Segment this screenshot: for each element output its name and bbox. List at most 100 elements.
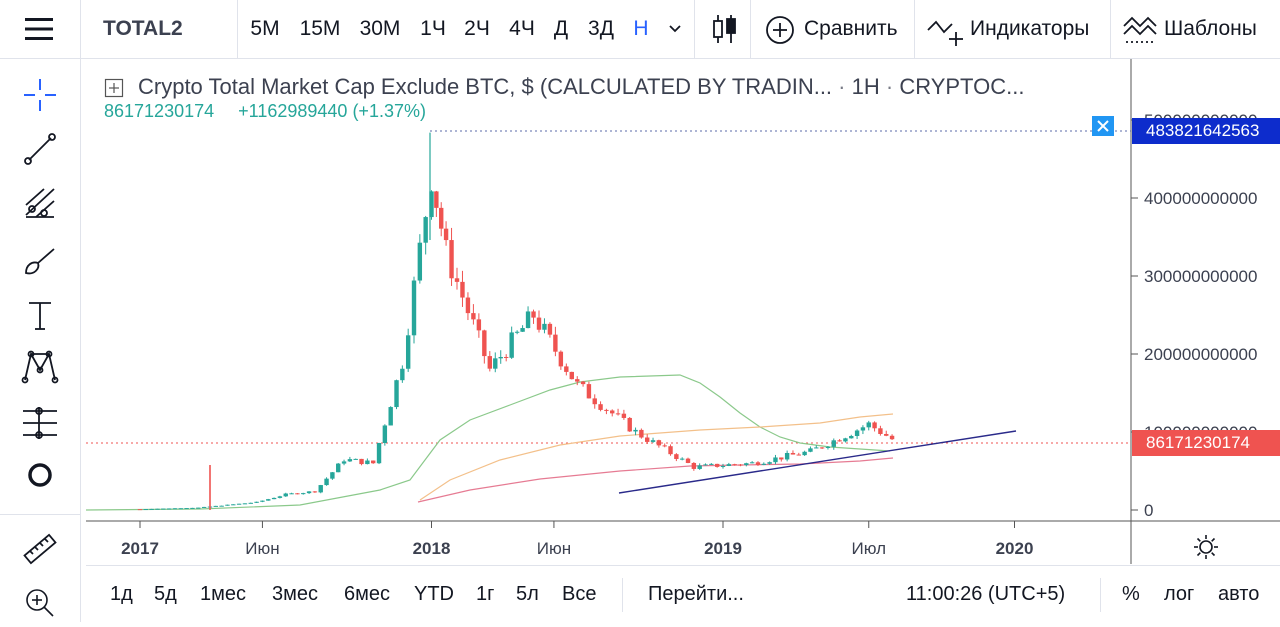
circle-shape-icon[interactable]: [16, 451, 64, 499]
legend-last-value: 86171230174: [104, 101, 215, 121]
candle-body: [854, 430, 860, 436]
chevron-down-icon[interactable]: [664, 20, 686, 38]
auto-scale-toggle[interactable]: авто: [1218, 583, 1260, 605]
candle-body: [531, 311, 536, 318]
candle-body: [443, 228, 449, 241]
candle-body: [137, 509, 143, 511]
trend-line-icon[interactable]: [16, 125, 64, 173]
candle-body: [225, 504, 230, 506]
candle-body: [201, 506, 207, 508]
candle-body: [266, 499, 271, 501]
candle-body: [598, 404, 603, 410]
text-tool-icon[interactable]: [16, 291, 64, 339]
legend-exchange: CRYPTOC...: [899, 74, 1025, 99]
chart-settings-icon[interactable]: [1192, 533, 1220, 561]
zoom-in-icon[interactable]: [16, 579, 64, 627]
y-axis-label: 300000000000: [1144, 267, 1257, 286]
range-5d[interactable]: 5д: [154, 583, 177, 605]
candle-body: [703, 464, 708, 466]
candle-body: [866, 422, 871, 428]
log-scale-toggle[interactable]: лог: [1164, 583, 1195, 605]
timeframe-1w[interactable]: Н: [633, 17, 649, 40]
range-1m[interactable]: 1мес: [200, 583, 246, 605]
goto-date-button[interactable]: Перейти...: [648, 583, 744, 605]
timeframe-4h[interactable]: 4Ч: [509, 17, 535, 40]
compare-button[interactable]: Сравнить: [762, 0, 910, 58]
candle-body: [503, 356, 509, 358]
candle-body: [471, 313, 476, 320]
trendline: [618, 430, 1017, 494]
timeframe-3d[interactable]: 3Д: [588, 17, 614, 40]
indicators-button[interactable]: Индикаторы: [926, 0, 1102, 58]
percent-scale-toggle[interactable]: %: [1122, 583, 1140, 605]
timeframe-1d[interactable]: Д: [553, 17, 569, 40]
range-3m[interactable]: 3мес: [272, 583, 318, 605]
measure-ruler-icon[interactable]: [16, 399, 64, 447]
candle-body: [454, 278, 460, 282]
brush-icon[interactable]: [16, 237, 64, 285]
candle-body: [790, 452, 796, 455]
timeframe-30m[interactable]: 30M: [359, 17, 401, 40]
candle-body: [714, 463, 720, 467]
candle-body: [283, 493, 288, 497]
symbol-search[interactable]: TOTAL2: [103, 17, 183, 40]
candle-body: [553, 334, 558, 352]
candle-body: [645, 437, 650, 442]
timeframe-15m[interactable]: 15M: [299, 17, 341, 40]
pattern-icon[interactable]: [16, 343, 64, 391]
templates-label: Шаблоны: [1164, 17, 1257, 40]
timeframe-1h[interactable]: 1Ч: [420, 17, 446, 40]
candle-body: [773, 457, 778, 463]
candle-body: [301, 493, 306, 495]
price-chart[interactable]: 0100000000000200000000000300000000000400…: [86, 59, 1280, 564]
candle-body: [190, 507, 195, 509]
top-toolbar: TOTAL2 5M 15M 30M 1Ч 2Ч 4Ч Д 3Д Н Сравни…: [0, 0, 1280, 59]
ma-line-orange: [419, 413, 894, 501]
candle-body: [633, 429, 638, 432]
legend-title: Crypto Total Market Cap Exclude BTC, $ (…: [138, 74, 1025, 99]
range-5y[interactable]: 5л: [516, 583, 539, 605]
range-ytd[interactable]: YTD: [414, 583, 454, 605]
crosshair-icon[interactable]: [16, 71, 64, 119]
candle-body: [564, 366, 569, 372]
candle-body: [161, 508, 166, 510]
candle-body: [353, 458, 358, 460]
chart-canvas[interactable]: 0100000000000200000000000300000000000400…: [86, 59, 1280, 564]
x-axis-label: 2018: [413, 539, 451, 558]
candle-body: [610, 410, 615, 414]
x-axis-label: Июн: [245, 539, 279, 558]
candle-body: [417, 242, 423, 281]
gann-fib-icon[interactable]: [16, 179, 64, 227]
current-price-tag: 86171230174: [1132, 430, 1280, 456]
candle-body: [371, 460, 376, 464]
candle-body: [569, 371, 574, 380]
range-6m[interactable]: 6мес: [344, 583, 390, 605]
candle-body: [242, 503, 248, 505]
clock-timezone[interactable]: 11:00:26 (UTC+5): [906, 583, 1066, 605]
close-alert-icon[interactable]: [1092, 116, 1114, 136]
timeframe-2h[interactable]: 2Ч: [464, 17, 490, 40]
range-1y[interactable]: 1г: [476, 583, 495, 605]
candle-body: [604, 409, 609, 411]
range-all[interactable]: Все: [562, 583, 597, 605]
y-axis-label: 400000000000: [1144, 189, 1257, 208]
candle-body: [814, 447, 819, 449]
candle-body: [336, 463, 341, 473]
candles-chart-type-icon[interactable]: [706, 11, 742, 47]
range-1d[interactable]: 1д: [110, 583, 133, 605]
candle-body: [685, 458, 691, 463]
ruler-icon[interactable]: [16, 525, 64, 573]
timeframe-5m[interactable]: 5M: [250, 17, 280, 40]
candle-body: [726, 464, 732, 466]
x-axis-label: 2017: [121, 539, 159, 558]
candle-body: [580, 381, 586, 385]
x-axis-label: Июл: [851, 539, 886, 558]
candle-body: [755, 462, 761, 465]
x-axis-label: 2019: [704, 539, 742, 558]
templates-button[interactable]: Шаблоны: [1122, 0, 1280, 58]
menu-icon[interactable]: [22, 14, 56, 44]
candle-body: [184, 508, 189, 510]
legend-values: 86171230174 +1162989440 (+1.37%): [104, 101, 426, 122]
candle-body: [697, 465, 702, 469]
legend-toggle-icon[interactable]: [104, 78, 124, 98]
